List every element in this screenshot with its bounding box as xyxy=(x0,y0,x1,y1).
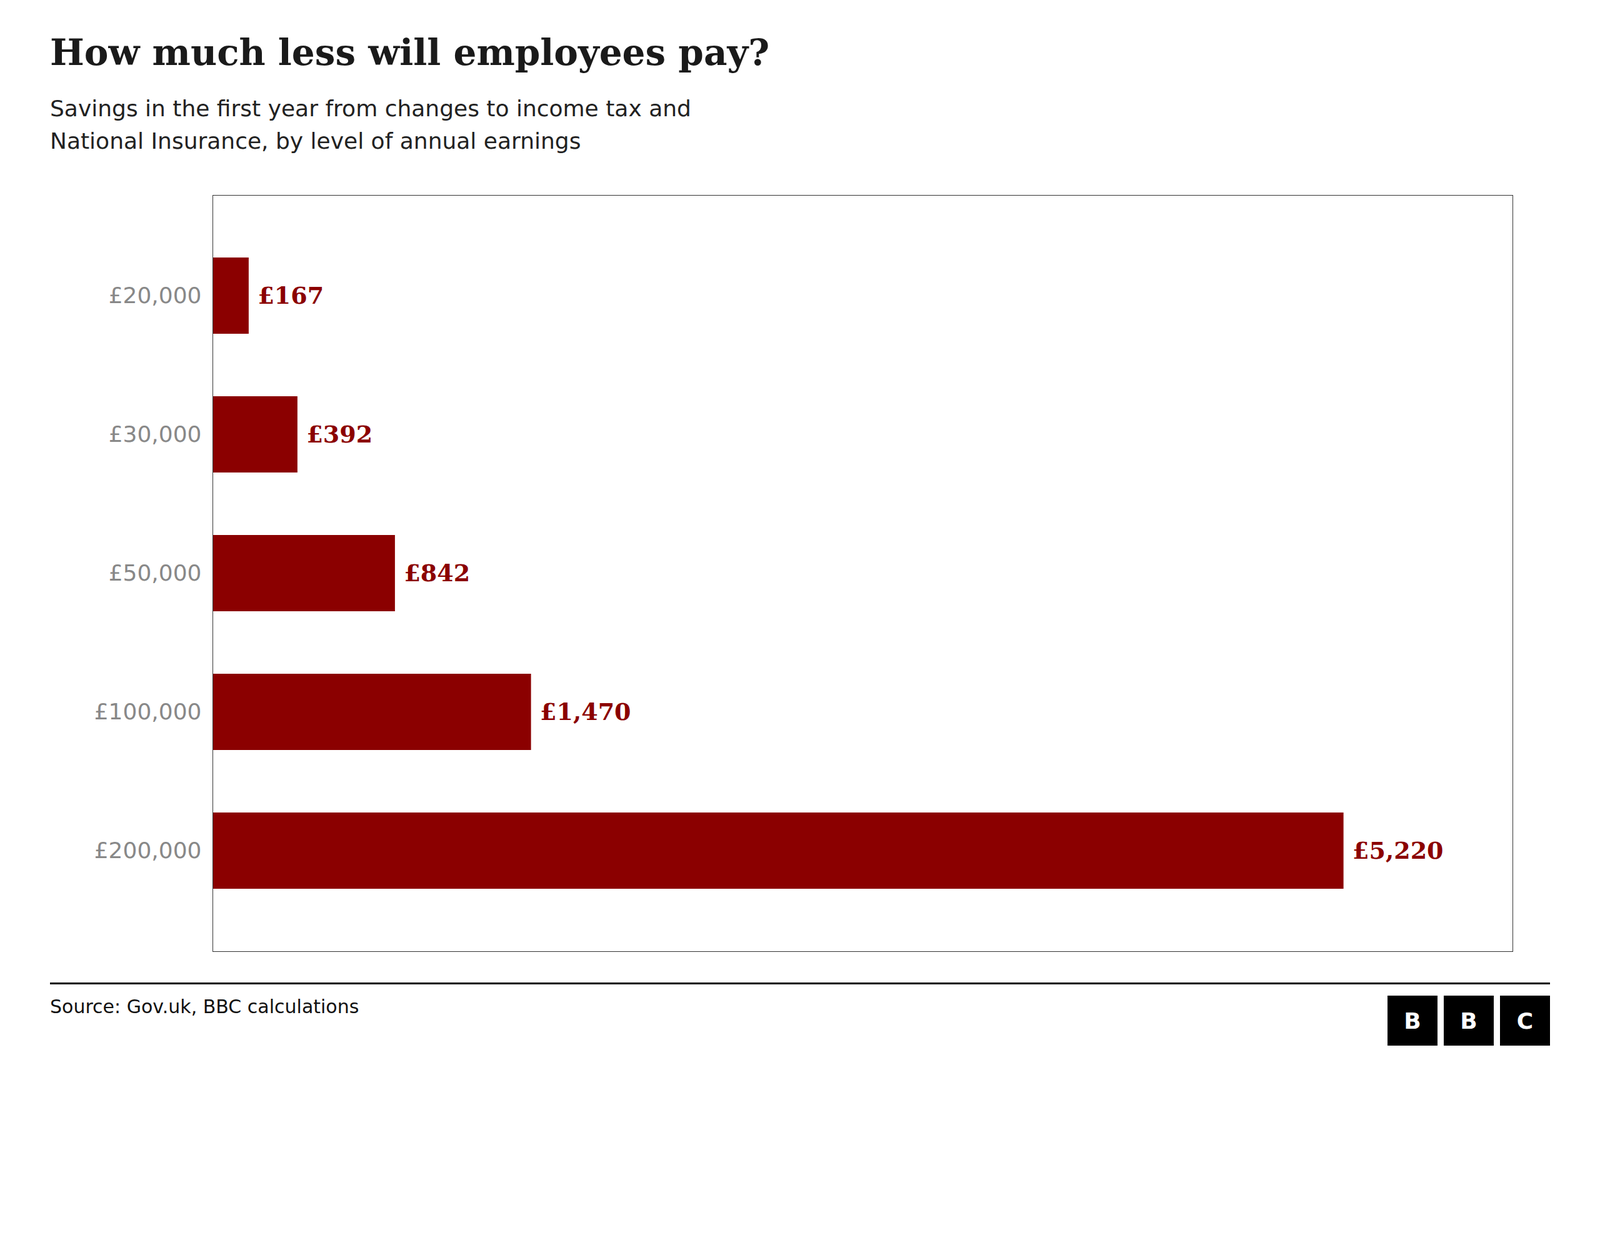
html-text:How much less will employees p: How much less will employees pay? xyxy=(50,31,770,74)
svg-text:£30,000: £30,000 xyxy=(108,421,202,447)
svg-text:£167: £167 xyxy=(257,281,324,310)
html-text:B: B xyxy=(1403,1008,1422,1034)
svg-text:£50,000: £50,000 xyxy=(108,560,202,586)
html-text:Source: Gov.uk, BBC calculatio: Source: Gov.uk, BBC calculations xyxy=(50,995,359,1018)
svg-text:£200,000: £200,000 xyxy=(94,837,202,864)
svg-text:£100,000: £100,000 xyxy=(94,698,202,725)
svg-text:£5,220: £5,220 xyxy=(1352,836,1444,865)
html-text:C: C xyxy=(1516,1008,1534,1034)
html-text:Savings in the first year from: Savings in the first year from changes t… xyxy=(50,95,692,154)
html-text:B: B xyxy=(1460,1008,1478,1034)
svg-text:£1,470: £1,470 xyxy=(540,697,631,726)
svg-text:£392: £392 xyxy=(306,420,373,449)
svg-text:£20,000: £20,000 xyxy=(108,282,202,309)
svg-text:£842: £842 xyxy=(403,558,470,587)
